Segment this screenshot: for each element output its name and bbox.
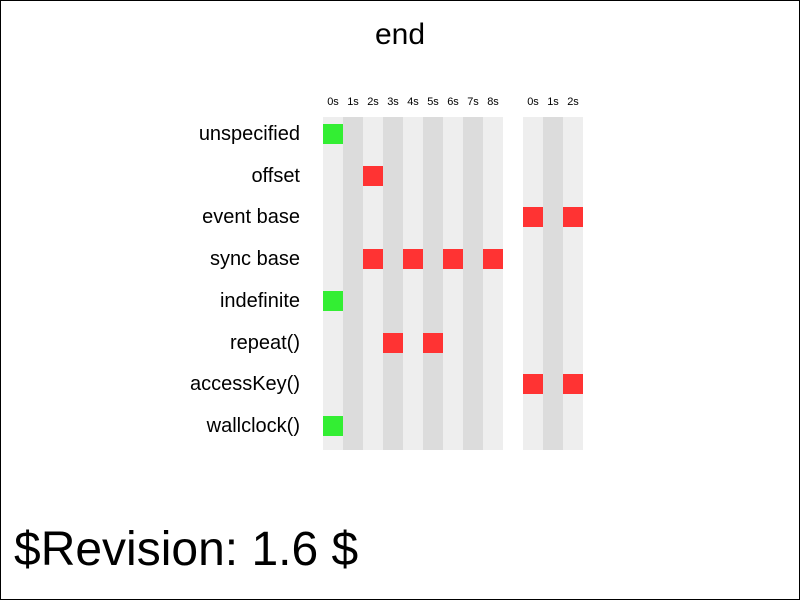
row-label: wallclock() bbox=[206, 414, 300, 437]
slide-title: end bbox=[374, 18, 426, 51]
time-tick-label: 5s bbox=[427, 96, 439, 108]
row-label: sync base bbox=[209, 248, 300, 271]
time-tick-label: 1s bbox=[547, 96, 559, 108]
end-marker bbox=[523, 374, 543, 395]
row-label: indefinite bbox=[219, 289, 300, 312]
end-marker bbox=[563, 374, 583, 395]
row-label: repeat() bbox=[229, 331, 300, 354]
begin-marker bbox=[323, 415, 343, 436]
end-marker bbox=[563, 207, 583, 228]
time-tick-label: 0s bbox=[327, 96, 339, 108]
timeline-column bbox=[323, 117, 343, 450]
timeline-column bbox=[343, 117, 363, 450]
end-marker bbox=[363, 165, 383, 186]
time-tick-label: 1s bbox=[347, 96, 359, 108]
time-tick-label: 0s bbox=[527, 96, 539, 108]
timeline-column bbox=[443, 117, 463, 450]
row-label: unspecified bbox=[198, 123, 300, 145]
time-tick-label: 2s bbox=[567, 96, 579, 108]
time-tick-label: 4s bbox=[407, 96, 419, 108]
time-tick-label: 3s bbox=[387, 96, 399, 108]
revision-label: $Revision: 1.6 $ bbox=[14, 523, 359, 576]
timeline-column bbox=[483, 117, 503, 450]
row-label: event base bbox=[202, 206, 300, 229]
time-tick-label: 7s bbox=[467, 96, 479, 108]
time-tick-label: 8s bbox=[487, 96, 499, 108]
end-marker bbox=[483, 249, 503, 270]
time-tick-label: 6s bbox=[447, 96, 459, 108]
end-marker bbox=[443, 249, 463, 270]
begin-marker bbox=[323, 290, 343, 311]
end-marker bbox=[383, 332, 403, 353]
timeline-column bbox=[543, 117, 563, 450]
timeline-column bbox=[563, 117, 583, 450]
end-marker bbox=[403, 249, 423, 270]
timeline-column bbox=[403, 117, 423, 450]
timeline-column bbox=[383, 117, 403, 450]
end-marker bbox=[363, 249, 383, 270]
begin-marker bbox=[323, 124, 343, 144]
timeline-column bbox=[523, 117, 543, 450]
end-marker bbox=[523, 207, 543, 228]
timeline-column bbox=[423, 117, 443, 450]
row-label: offset bbox=[251, 164, 300, 187]
end-marker bbox=[423, 332, 443, 353]
time-tick-label: 2s bbox=[367, 96, 379, 108]
row-label: accessKey() bbox=[189, 373, 300, 396]
timeline-column bbox=[463, 117, 483, 450]
timeline-column bbox=[363, 117, 383, 450]
